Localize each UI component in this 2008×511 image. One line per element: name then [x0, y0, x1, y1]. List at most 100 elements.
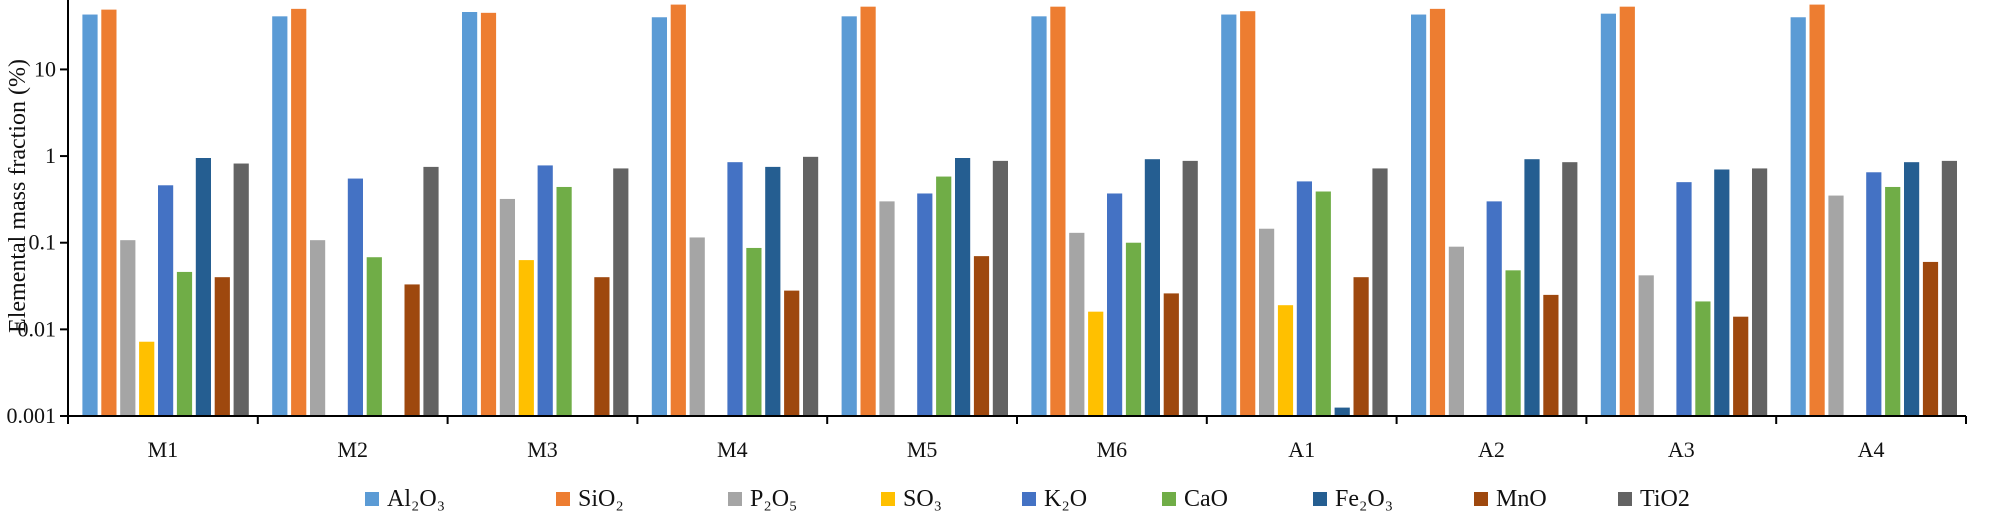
y-tick-label: 0.1	[29, 230, 57, 255]
legend-label: P₂O₅	[750, 486, 797, 511]
y-tick-label: 0.01	[18, 316, 57, 341]
labels-layer: 0.001 0.01 0.1 1 10 M1 M2 M3 M4 M5 M6 A1 A2 A3 A4	[7, 56, 1885, 462]
bar-tio2-m2	[423, 166, 439, 416]
bar-cao-m6	[1125, 242, 1142, 416]
bar-p2o5-a3	[1638, 275, 1654, 416]
bar-cao-m1	[176, 271, 193, 416]
legend-swatch	[556, 492, 570, 506]
bar-p2o5-m4	[689, 237, 705, 416]
bar-al2o3-m4	[651, 17, 667, 416]
bar-cao-a2	[1505, 270, 1521, 416]
bar-tio2-m3	[613, 168, 629, 416]
bar-sio2-m2	[291, 8, 307, 417]
x-tick-label: A2	[1478, 437, 1505, 462]
legend: Al₂O₃ SiO₂ P₂O₅ SO₃ K₂O CaO Fe₂O₃ MnO TiO2	[365, 486, 1690, 511]
legend-swatch	[1618, 492, 1632, 506]
bar-fe2o3-a2	[1524, 159, 1540, 416]
bar-cao-a1	[1315, 191, 1331, 416]
bar-sio2-a4	[1809, 4, 1825, 416]
bar-fe2o3-a1	[1334, 407, 1350, 416]
bar-cao-a4	[1885, 186, 1901, 416]
bar-k2o-a3	[1676, 182, 1692, 416]
legend-label: Fe₂O₃	[1335, 486, 1393, 511]
bar-k2o-a2	[1486, 201, 1502, 416]
bar-mno-a4	[1922, 261, 1939, 416]
bar-cao-m4	[746, 247, 762, 416]
bar-sio2-m1	[101, 9, 117, 417]
bar-mno-m4	[784, 290, 800, 416]
bar-al2o3-m2	[272, 16, 288, 417]
legend-item-tio2: TiO2	[1618, 486, 1690, 511]
bar-sio2-m5	[860, 6, 876, 416]
bar-al2o3-a1	[1221, 14, 1237, 416]
bar-cao-a3	[1695, 301, 1711, 416]
bar-k2o-a1	[1296, 181, 1312, 416]
bar-p2o5-m2	[310, 240, 326, 416]
y-tick-label: 0.001	[7, 403, 57, 428]
bar-p2o5-m5	[879, 201, 895, 416]
y-tick-label: 1	[45, 143, 56, 168]
bar-cao-m3	[556, 186, 572, 416]
bar-so3-m1	[139, 341, 155, 416]
x-tick-label: A1	[1288, 437, 1315, 462]
bar-k2o-m2	[347, 178, 363, 416]
bar-tio2-a1	[1372, 168, 1388, 416]
bar-mno-a2	[1543, 294, 1559, 416]
bar-so3-a1	[1277, 305, 1294, 416]
x-tick-label: M5	[907, 437, 938, 462]
legend-swatch	[1474, 492, 1488, 506]
y-tick-label: 10	[34, 56, 56, 81]
bar-fe2o3-a3	[1714, 169, 1730, 416]
legend-item-al2o3: Al₂O₃	[365, 486, 445, 511]
legend-item-sio2: SiO₂	[556, 486, 624, 511]
bar-fe2o3-m5	[955, 158, 971, 416]
bar-al2o3-m5	[841, 16, 857, 417]
bar-sio2-a1	[1240, 11, 1256, 416]
bar-al2o3-a4	[1790, 17, 1806, 416]
x-tick-label: M6	[1097, 437, 1128, 462]
bar-mno-m1	[214, 277, 230, 416]
bar-al2o3-m6	[1031, 16, 1047, 417]
bar-tio2-a3	[1752, 168, 1768, 416]
bar-sio2-a3	[1619, 6, 1635, 416]
bar-mno-m3	[594, 277, 610, 416]
legend-swatch	[1162, 492, 1176, 506]
x-tick-label: A3	[1668, 437, 1695, 462]
legend-item-so3: SO₃	[881, 486, 942, 511]
legend-swatch	[1313, 492, 1327, 506]
x-tick-label: M4	[717, 437, 748, 462]
bar-k2o-m4	[727, 162, 743, 416]
bar-al2o3-m1	[82, 14, 98, 416]
bar-tio2-m6	[1182, 160, 1198, 416]
legend-item-mno: MnO	[1474, 486, 1547, 511]
bar-fe2o3-m1	[195, 158, 211, 416]
bar-sio2-a2	[1429, 8, 1446, 417]
bar-p2o5-a1	[1259, 228, 1275, 416]
bars-layer	[82, 4, 1957, 417]
bar-k2o-a4	[1866, 172, 1882, 416]
bar-tio2-a4	[1941, 160, 1957, 416]
legend-item-cao: CaO	[1162, 486, 1228, 511]
legend-label: Al₂O₃	[387, 486, 445, 511]
bar-mno-a1	[1353, 277, 1369, 416]
bar-k2o-m5	[917, 193, 933, 416]
legend-label: CaO	[1184, 486, 1228, 511]
bar-so3-m3	[518, 260, 534, 416]
bar-tio2-m1	[233, 163, 249, 416]
legend-label: SiO₂	[578, 486, 624, 511]
axes-layer	[60, 0, 1967, 424]
x-tick-label: M1	[148, 437, 179, 462]
bar-mno-a3	[1733, 316, 1749, 416]
bar-sio2-m6	[1050, 6, 1066, 416]
legend-item-fe2o3: Fe₂O₃	[1313, 486, 1393, 511]
bar-p2o5-m3	[499, 198, 515, 416]
x-tick-label: M3	[527, 437, 558, 462]
bar-p2o5-a4	[1828, 195, 1844, 416]
bar-mno-m6	[1163, 293, 1179, 416]
bar-k2o-m3	[537, 165, 553, 416]
bar-al2o3-m3	[462, 12, 478, 416]
bar-tio2-a2	[1562, 162, 1578, 416]
bar-al2o3-a3	[1600, 13, 1616, 416]
legend-swatch	[728, 492, 742, 506]
legend-label: K₂O	[1044, 486, 1087, 511]
